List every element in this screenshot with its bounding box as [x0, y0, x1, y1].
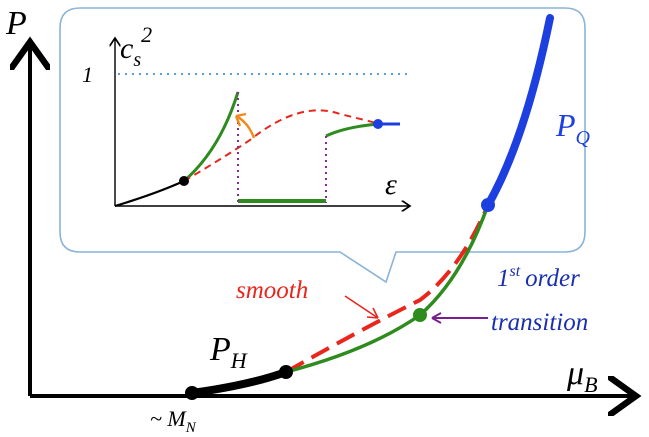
hadron-point-start [185, 386, 199, 400]
inset-orange-arrow [235, 114, 256, 139]
inset-y-label: cs2 [120, 22, 152, 71]
inset-x-label: ε [385, 168, 397, 201]
inset-one-label: 1 [82, 62, 93, 87]
first-order-label-line2: transition [491, 309, 588, 336]
first-order-label-line1: 1st order [497, 263, 580, 292]
inset-smooth-curve [183, 109, 381, 182]
inset-green-upper [325, 122, 379, 138]
main-x-label: μB [566, 355, 598, 397]
smooth-curve [285, 204, 490, 374]
inset-bubble [59, 7, 586, 284]
hadron-point-end [279, 365, 293, 379]
hadron-pressure-curve [188, 368, 290, 397]
quark-pressure-curve [484, 14, 554, 209]
origin-tick-label: ~ MN [150, 406, 197, 436]
inset-orange-arrow-head [234, 112, 247, 127]
smooth-label: smooth [236, 277, 308, 304]
inset-blue-point [373, 119, 383, 129]
hadron-pressure-label: PH [209, 331, 248, 373]
inset-green-rise [183, 91, 240, 183]
smooth-annotation-arrow-head [366, 307, 379, 319]
inset-black-point [179, 176, 189, 186]
transition-point [413, 308, 427, 322]
smooth-annotation-arrow [344, 295, 379, 319]
transition-annotation-arrow-head [431, 312, 442, 324]
main-y-label: P [5, 5, 27, 42]
inset-hadron-curve [114, 179, 185, 208]
quark-pressure-label: PQ [555, 107, 591, 149]
quark-onset-point [481, 198, 495, 212]
